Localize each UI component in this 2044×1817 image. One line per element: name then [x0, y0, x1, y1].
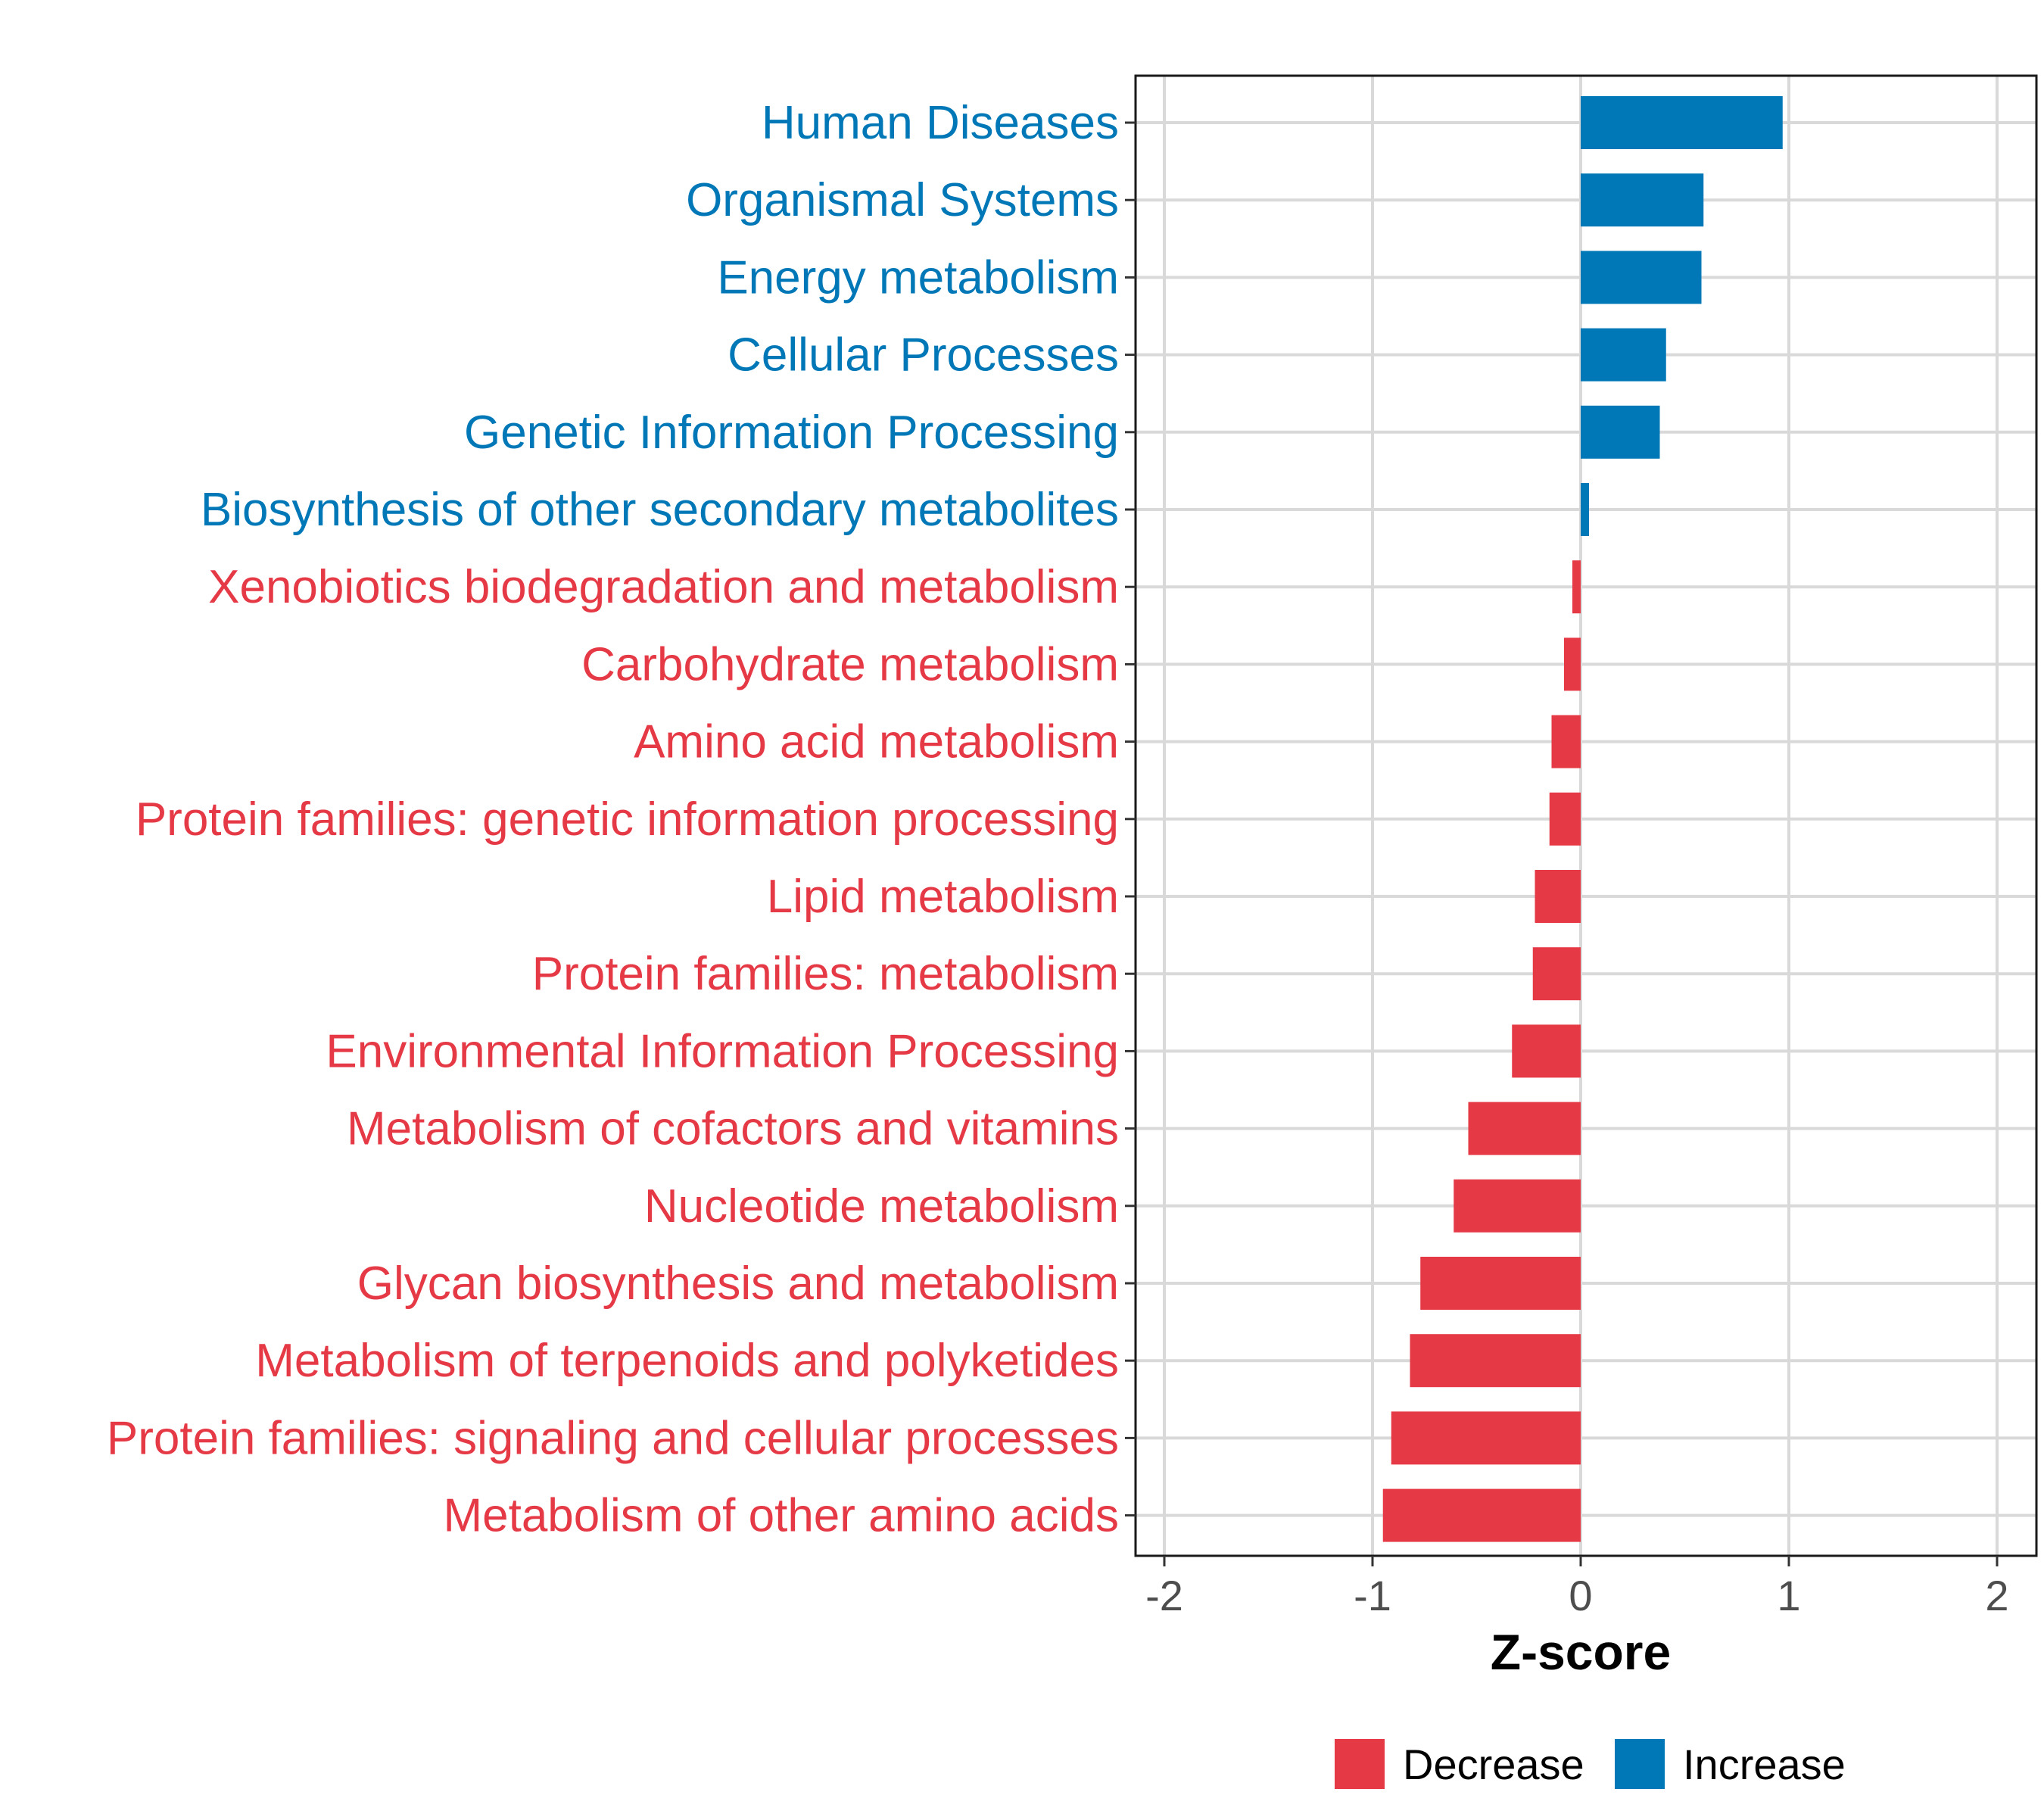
category-label: Biosynthesis of other secondary metaboli…: [201, 484, 1119, 536]
bar: [1468, 1102, 1581, 1155]
bar: [1572, 560, 1581, 614]
bar: [1581, 328, 1666, 382]
bar: [1382, 1488, 1581, 1542]
legend-label: Decrease: [1403, 1741, 1584, 1788]
y-axis-category-labels: Human Diseases Organismal Systems Energy m…: [107, 97, 1119, 1542]
category-label: Human Diseases: [762, 97, 1119, 149]
bar: [1391, 1411, 1581, 1465]
plot-panel-border: [1134, 74, 2038, 1557]
bar: [1410, 1334, 1581, 1388]
category-label: Environmental Information Processing: [326, 1025, 1119, 1077]
bar: [1551, 715, 1581, 768]
category-label: Carbohydrate metabolism: [581, 638, 1119, 690]
legend: Decrease Increase: [1335, 1739, 1846, 1789]
bar: [1564, 637, 1581, 691]
bar: [1512, 1024, 1581, 1078]
x-tick-label: -2: [1145, 1572, 1183, 1619]
bar: [1532, 947, 1581, 1001]
bar: [1581, 405, 1660, 459]
bar: [1581, 251, 1702, 304]
category-label: Amino acid metabolism: [634, 716, 1119, 768]
bar: [1581, 173, 1704, 227]
x-axis-tick-labels: -2 -1 0 1 2: [1145, 1572, 2008, 1619]
x-tick-label: 1: [1777, 1572, 1800, 1619]
category-label: Cellular Processes: [728, 329, 1119, 382]
category-label: Protein families: signaling and cellular…: [107, 1412, 1119, 1464]
bar: [1581, 483, 1589, 536]
legend-swatch: [1615, 1739, 1665, 1789]
category-label: Organismal Systems: [686, 174, 1119, 226]
bar: [1535, 870, 1581, 923]
category-label: Glycan biosynthesis and metabolism: [357, 1258, 1119, 1310]
x-axis-title: Z-score: [1491, 1624, 1671, 1680]
category-label: Xenobiotics biodegradation and metabolis…: [208, 561, 1119, 613]
x-tick-label: 2: [1985, 1572, 2008, 1619]
legend-label: Increase: [1683, 1741, 1846, 1788]
category-label: Metabolism of other amino acids: [443, 1490, 1119, 1542]
x-tick-label: -1: [1354, 1572, 1391, 1619]
category-label: Genetic Information Processing: [464, 407, 1119, 459]
bar: [1420, 1257, 1581, 1310]
category-label: Protein families: metabolism: [532, 948, 1119, 1000]
x-tick-label: 0: [1569, 1572, 1592, 1619]
category-label: Energy metabolism: [717, 251, 1119, 304]
category-label: Protein families: genetic information pr…: [136, 793, 1119, 846]
y-axis-ticks: [1125, 121, 1136, 1517]
bar: [1549, 792, 1581, 846]
bars: [1382, 96, 1783, 1542]
legend-swatch: [1335, 1739, 1385, 1789]
category-label: Nucleotide metabolism: [644, 1180, 1119, 1233]
category-label: Metabolism of cofactors and vitamins: [347, 1103, 1119, 1155]
category-label: Metabolism of terpenoids and polyketides: [255, 1335, 1119, 1387]
x-axis-ticks: [1163, 1556, 1999, 1566]
bar: [1454, 1179, 1581, 1233]
bar: [1581, 96, 1783, 149]
category-label: Lipid metabolism: [767, 871, 1119, 923]
